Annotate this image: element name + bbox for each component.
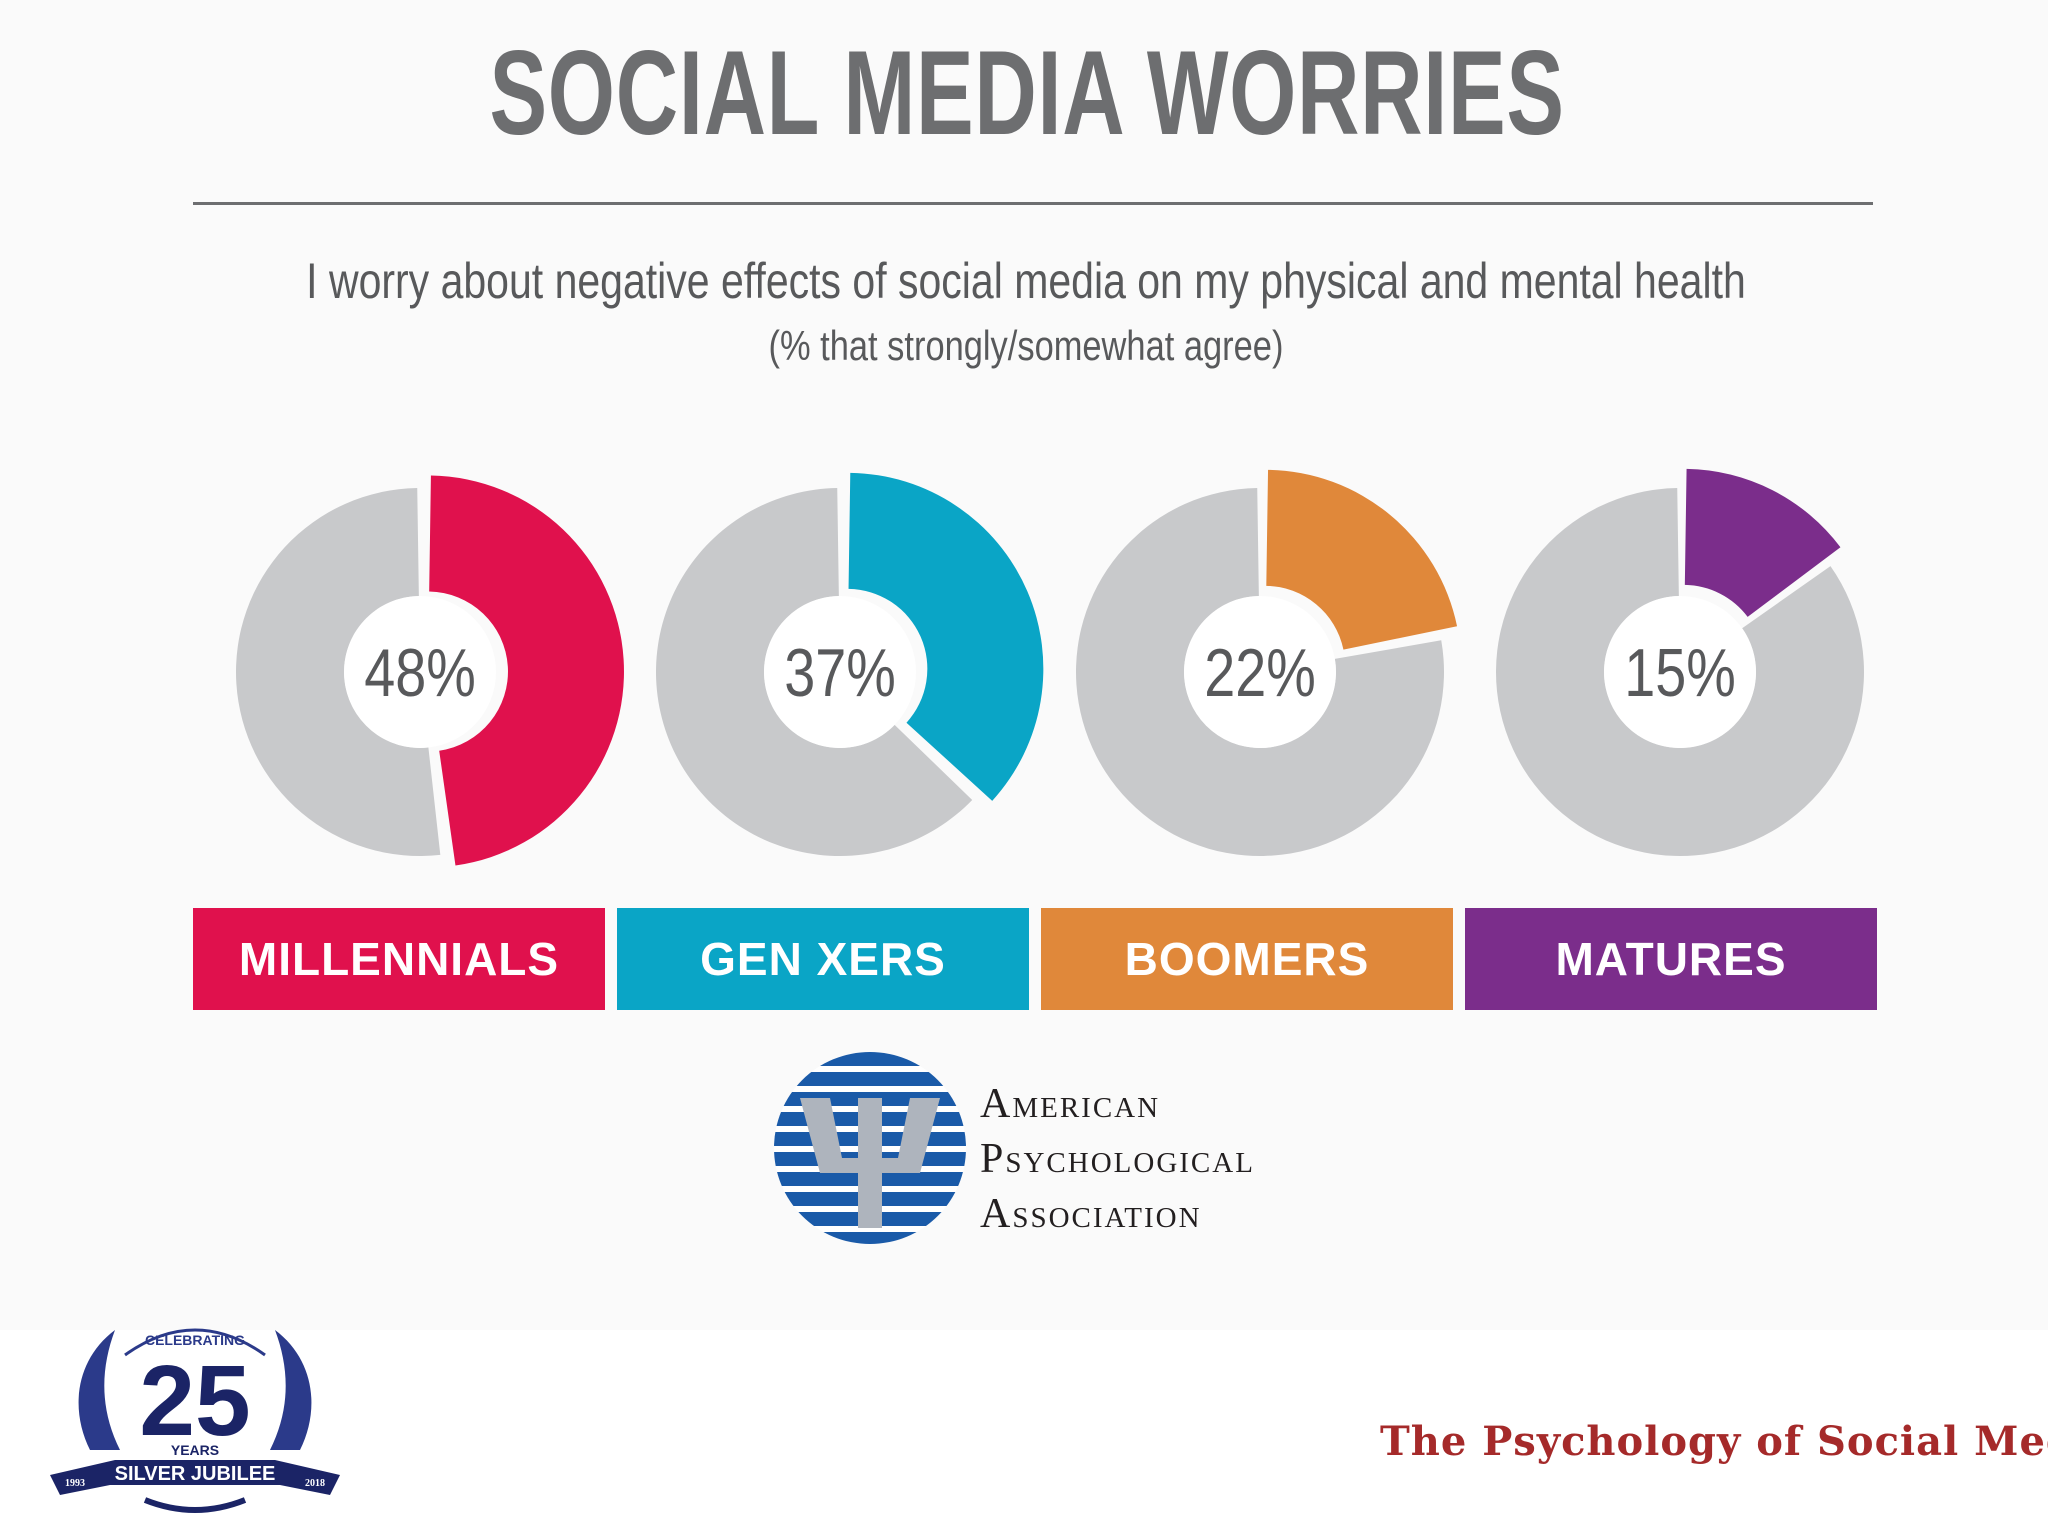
- chart-subtitle: I worry about negative effects of social…: [306, 253, 1746, 309]
- donut-slice-millennials: [429, 475, 624, 866]
- jubilee-number: 25: [139, 1345, 250, 1457]
- apa-name-line-1: American: [980, 1081, 1161, 1127]
- jubilee-banner: SILVER JUBILEE: [115, 1463, 276, 1485]
- donut-value-label: 48%: [364, 636, 476, 711]
- donut-charts: 48% 37% 22% 15%: [235, 468, 1864, 866]
- jubilee-start-year: 1993: [65, 1478, 85, 1489]
- donut-remainder-boomers: [1076, 488, 1444, 857]
- donut-hole: [1184, 596, 1336, 748]
- apa-psi-logo-icon: [774, 1052, 966, 1244]
- donut-value-label: 22%: [1204, 636, 1316, 711]
- legend-matures: MATURES: [1465, 908, 1877, 1010]
- donut-slice-gen-xers: [848, 472, 1044, 801]
- donut-remainder-gen-xers: [656, 488, 973, 856]
- donut-boomers: 22%: [1076, 469, 1458, 857]
- donut-hole: [344, 596, 496, 748]
- apa-name-line-2: Psychological: [980, 1136, 1255, 1182]
- donut-gen-xers: 37%: [656, 472, 1044, 856]
- legend-gen-xers: GEN XERS: [617, 908, 1029, 1010]
- donut-value-label: 15%: [1624, 636, 1736, 711]
- donut-slice-boomers: [1266, 469, 1458, 650]
- apa-name-line-3: Association: [980, 1191, 1202, 1237]
- donut-remainder-millennials: [235, 488, 441, 857]
- footer-title: The Psychology of Social Media: [1380, 1418, 2048, 1465]
- donut-hole: [1604, 596, 1756, 748]
- donut-remainder-matures: [1496, 488, 1864, 857]
- legend-millennials: MILLENNIALS: [193, 908, 605, 1010]
- donut-hole: [764, 596, 916, 748]
- donut-matures: 15%: [1496, 468, 1864, 857]
- jubilee-celebrating: CELEBRATING: [145, 1332, 245, 1348]
- donut-slice-matures: [1684, 468, 1841, 617]
- legend-boomers: BOOMERS: [1041, 908, 1453, 1010]
- donut-value-label: 37%: [784, 636, 896, 711]
- silver-jubilee-logo-icon: CELEBRATING 25 YEARS SILVER JUBILEE 1993…: [50, 1328, 340, 1513]
- donut-millennials: 48%: [235, 475, 624, 866]
- page-title: SOCIAL MEDIA WORRIES: [489, 26, 1565, 160]
- jubilee-end-year: 2018: [305, 1478, 325, 1489]
- jubilee-years: YEARS: [171, 1442, 219, 1458]
- title-divider: [193, 202, 1873, 205]
- chart-subtitle-note: (% that strongly/somewhat agree): [768, 322, 1284, 369]
